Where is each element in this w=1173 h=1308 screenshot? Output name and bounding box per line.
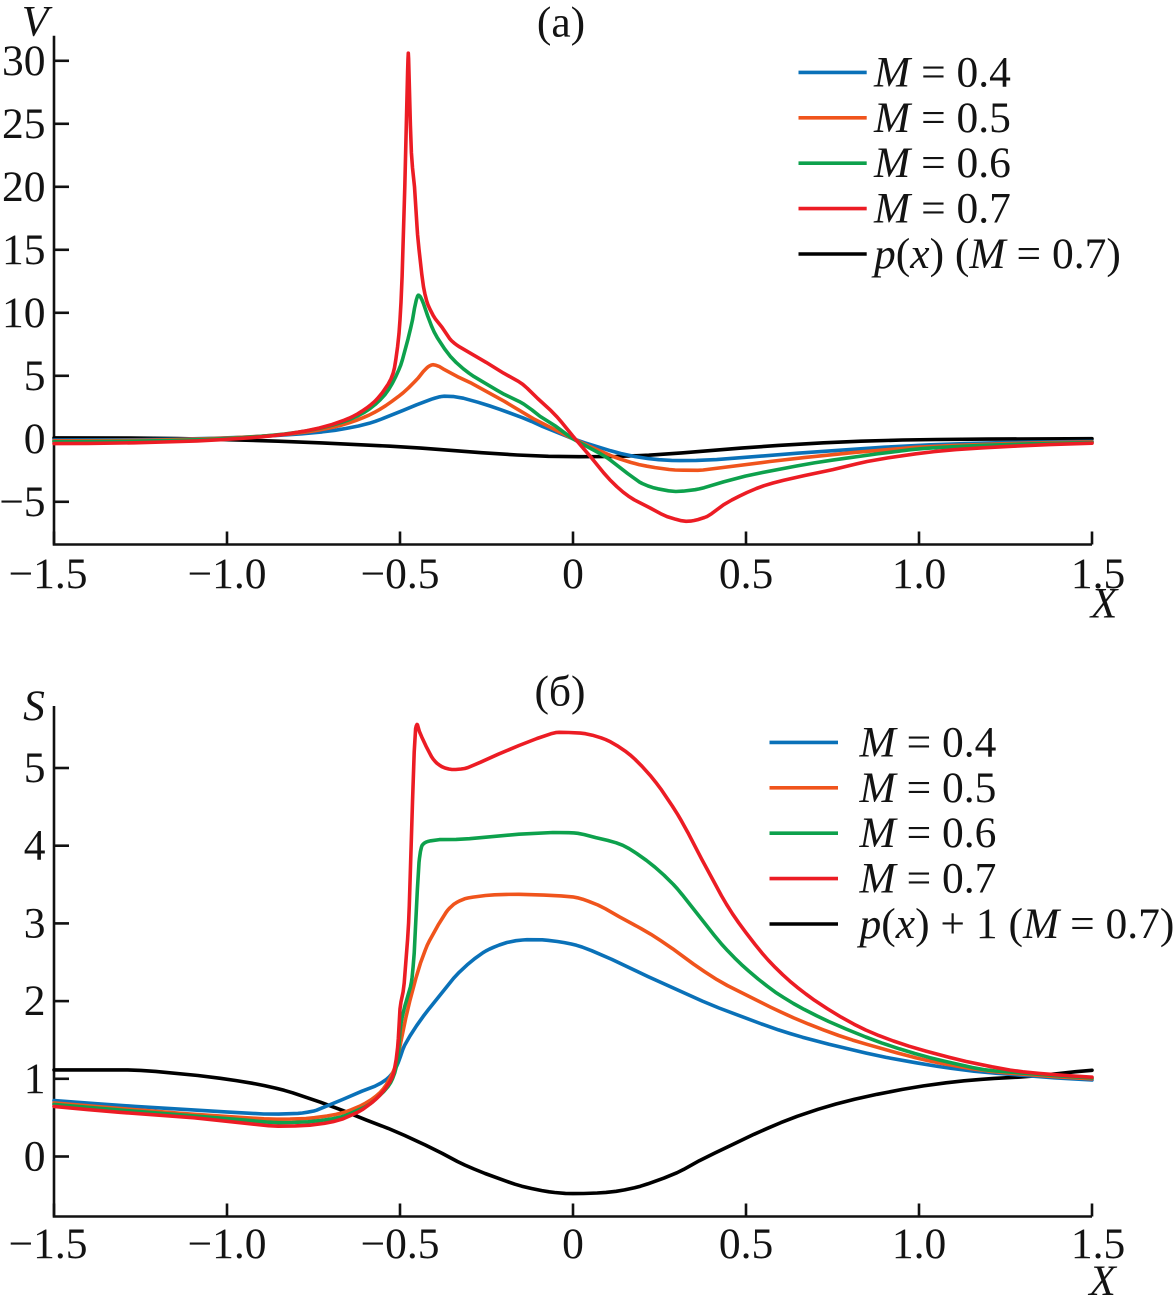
svg-text:−5: −5: [0, 478, 46, 526]
svg-text:0.5: 0.5: [719, 1220, 773, 1268]
svg-text:1: 1: [24, 1055, 46, 1103]
svg-text:V: V: [22, 0, 53, 45]
svg-text:30: 30: [2, 37, 46, 85]
svg-text:2: 2: [24, 977, 46, 1025]
svg-text:X: X: [1087, 1257, 1117, 1305]
svg-text:−0.5: −0.5: [361, 1220, 440, 1268]
svg-text:p(x) + 1 (M = 0.7): p(x) + 1 (M = 0.7): [857, 900, 1173, 948]
svg-text:(б): (б): [534, 668, 585, 716]
svg-text:15: 15: [2, 226, 46, 274]
svg-text:4: 4: [24, 822, 46, 870]
svg-text:0: 0: [24, 415, 46, 463]
svg-text:5: 5: [24, 352, 46, 400]
svg-text:10: 10: [2, 289, 46, 337]
svg-text:1.5: 1.5: [1071, 550, 1125, 598]
svg-text:−1.5: −1.5: [9, 550, 88, 598]
svg-text:20: 20: [2, 163, 46, 211]
svg-text:−1.0: −1.0: [188, 1220, 267, 1268]
svg-text:S: S: [23, 682, 45, 730]
svg-text:0: 0: [24, 1133, 46, 1181]
svg-text:M = 0.4: M = 0.4: [859, 718, 997, 766]
svg-text:−1.5: −1.5: [9, 1220, 88, 1268]
svg-text:0.5: 0.5: [719, 550, 773, 598]
svg-text:−1.0: −1.0: [188, 550, 267, 598]
svg-text:M = 0.6: M = 0.6: [873, 139, 1011, 187]
svg-text:−0.5: −0.5: [361, 550, 440, 598]
svg-text:0: 0: [562, 550, 584, 598]
svg-text:(a): (a): [537, 0, 585, 47]
svg-text:M = 0.7: M = 0.7: [859, 855, 997, 903]
svg-text:0: 0: [562, 1220, 584, 1268]
svg-text:X: X: [1089, 580, 1119, 628]
svg-text:1.5: 1.5: [1071, 1220, 1125, 1268]
svg-text:1.0: 1.0: [892, 550, 946, 598]
svg-text:M = 0.5: M = 0.5: [873, 94, 1011, 142]
svg-text:25: 25: [2, 100, 46, 148]
svg-text:1.0: 1.0: [892, 1220, 946, 1268]
svg-text:M = 0.7: M = 0.7: [873, 185, 1011, 233]
svg-text:M = 0.4: M = 0.4: [873, 48, 1011, 96]
svg-text:p(x) (M = 0.7): p(x) (M = 0.7): [871, 230, 1121, 278]
svg-text:3: 3: [24, 899, 46, 947]
svg-text:M = 0.6: M = 0.6: [859, 809, 997, 857]
svg-text:M = 0.5: M = 0.5: [859, 764, 997, 812]
svg-text:5: 5: [24, 744, 46, 792]
